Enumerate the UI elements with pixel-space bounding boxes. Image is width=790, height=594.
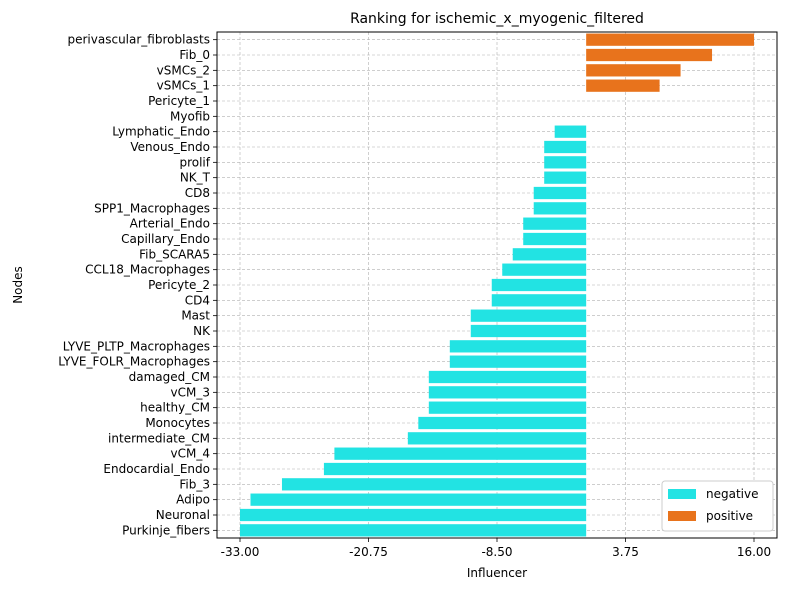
y-tick-label: vCM_3: [171, 385, 210, 399]
bar-SPP1_Macrophages: [533, 202, 587, 215]
bar-Neuronal: [240, 508, 587, 522]
bar-LYVE_PLTP_Macrophages: [449, 340, 587, 353]
bar-prolif: [544, 156, 587, 169]
x-axis-label: Influencer: [467, 566, 527, 580]
bar-vSMCs_1: [586, 79, 660, 92]
bar-vCM_4: [334, 447, 587, 460]
bar-damaged_CM: [428, 370, 587, 384]
bar-Venous_Endo: [544, 140, 587, 154]
y-tick-label: Myofib: [170, 109, 210, 123]
bar-Pericyte_2: [491, 278, 587, 292]
y-tick-label: Fib_3: [179, 477, 210, 491]
y-tick-label: Fib_SCARA5: [139, 247, 210, 261]
x-tick-label: 16.00: [737, 545, 771, 559]
bar-CCL18_Macrophages: [502, 263, 587, 276]
y-tick-label: CD4: [185, 293, 210, 307]
y-tick-label: Arterial_Endo: [130, 217, 210, 231]
y-tick-label: LYVE_PLTP_Macrophages: [63, 339, 210, 353]
y-tick-label: SPP1_Macrophages: [94, 201, 210, 215]
bar-CD4: [491, 294, 587, 307]
y-tick-label: CD8: [185, 186, 210, 200]
y-tick-label: Endocardial_Endo: [103, 462, 210, 476]
bar-healthy_CM: [428, 401, 587, 414]
y-tick-label: Fib_0: [179, 48, 210, 62]
bar-Fib_0: [586, 48, 713, 62]
legend-label-negative: negative: [706, 487, 758, 501]
y-tick-label: perivascular_fibroblasts: [68, 33, 211, 47]
y-tick-label: Mast: [181, 309, 210, 323]
x-tick-label: -20.75: [349, 545, 388, 559]
legend-swatch-positive: [668, 511, 696, 521]
legend-label-positive: positive: [706, 509, 753, 523]
bar-intermediate_CM: [407, 432, 587, 445]
bar-Fib_3: [281, 478, 587, 491]
y-tick-label: vSMCs_1: [157, 79, 210, 93]
bar-Endocardial_Endo: [323, 462, 587, 476]
y-tick-label: Pericyte_1: [148, 94, 210, 108]
y-tick-label: prolif: [179, 155, 210, 169]
y-tick-label: Adipo: [176, 493, 210, 507]
y-tick-label: LYVE_FOLR_Macrophages: [58, 355, 210, 369]
y-tick-label: Purkinje_fibers: [122, 523, 210, 537]
bar-Mast: [470, 309, 587, 322]
bar-LYVE_FOLR_Macrophages: [449, 355, 587, 368]
y-tick-label: Capillary_Endo: [121, 232, 210, 246]
bar-Arterial_Endo: [523, 217, 587, 230]
x-axis-ticks: -33.00 -20.75 -8.50 3.75 16.00: [221, 538, 771, 559]
bar-vSMCs_2: [586, 64, 681, 77]
y-tick-label: NK: [193, 324, 211, 338]
chart-title: Ranking for ischemic_x_myogenic_filtered: [350, 11, 644, 27]
legend: negative positive: [661, 480, 774, 532]
x-tick-label: -33.00: [221, 545, 260, 559]
y-tick-label: intermediate_CM: [108, 431, 210, 445]
bar-NK: [470, 324, 587, 338]
bar-CD8: [533, 186, 587, 200]
legend-swatch-negative: [668, 489, 696, 499]
y-tick-label: Monocytes: [145, 416, 210, 430]
y-tick-label: CCL18_Macrophages: [85, 263, 210, 277]
x-tick-label: -8.50: [481, 545, 512, 559]
bar-Monocytes: [418, 416, 587, 430]
bar-NK_T: [544, 171, 587, 184]
x-tick-label: 3.75: [612, 545, 639, 559]
bar-Adipo: [250, 493, 587, 506]
bars: [240, 33, 754, 537]
y-tick-label: vCM_4: [171, 447, 210, 461]
bar-Lymphatic_Endo: [554, 125, 587, 138]
bar-perivascular_fibroblasts: [586, 33, 754, 46]
y-tick-label: Neuronal: [156, 508, 210, 522]
bar-Capillary_Endo: [523, 232, 587, 246]
y-tick-label: healthy_CM: [140, 401, 210, 415]
y-tick-label: vSMCs_2: [157, 63, 210, 77]
y-axis-label: Nodes: [11, 266, 25, 304]
y-tick-label: Venous_Endo: [130, 140, 210, 154]
y-tick-label: Lymphatic_Endo: [112, 125, 210, 139]
y-tick-label: Pericyte_2: [148, 278, 210, 292]
y-tick-label: NK_T: [180, 171, 211, 185]
bar-vCM_3: [428, 386, 587, 399]
y-tick-label: damaged_CM: [129, 370, 210, 384]
bar-Purkinje_fibers: [240, 524, 587, 537]
bar-Fib_SCARA5: [512, 248, 587, 261]
